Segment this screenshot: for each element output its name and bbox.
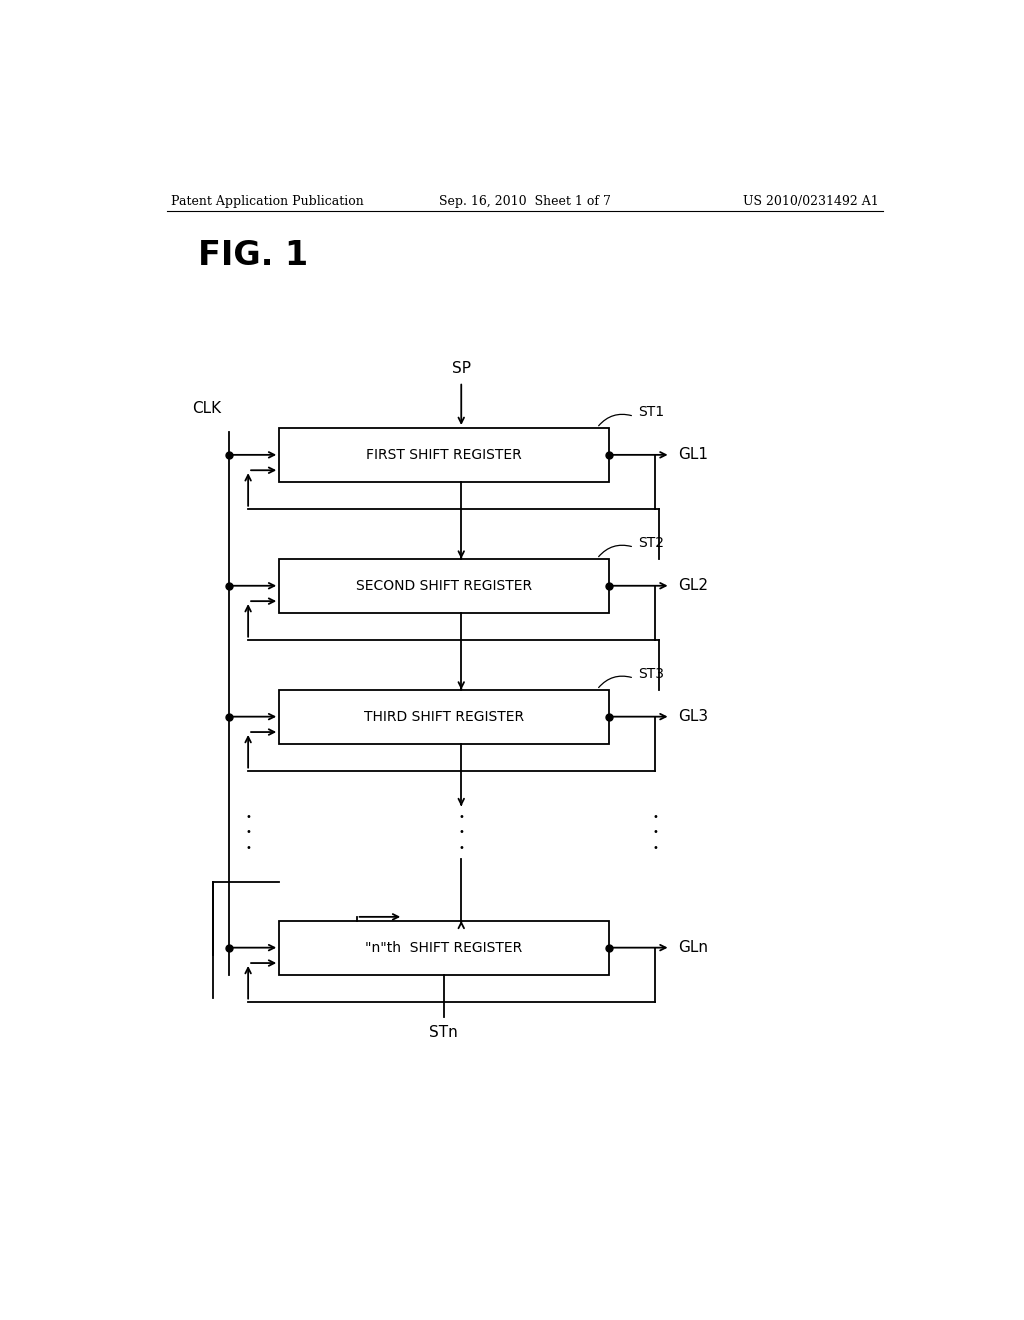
- Text: GL2: GL2: [678, 578, 709, 593]
- Text: ST1: ST1: [638, 405, 665, 420]
- Text: STn: STn: [429, 1024, 458, 1040]
- Text: Sep. 16, 2010  Sheet 1 of 7: Sep. 16, 2010 Sheet 1 of 7: [439, 195, 610, 209]
- Text: •: •: [652, 812, 658, 822]
- Text: GL1: GL1: [678, 447, 709, 462]
- Text: •: •: [245, 812, 251, 822]
- Bar: [280, 428, 608, 482]
- Text: "n"th  SHIFT REGISTER: "n"th SHIFT REGISTER: [366, 941, 522, 954]
- Text: GLn: GLn: [678, 940, 709, 956]
- Text: •: •: [652, 828, 658, 837]
- Text: ST2: ST2: [638, 536, 664, 550]
- Text: THIRD SHIFT REGISTER: THIRD SHIFT REGISTER: [364, 710, 524, 723]
- Text: GL3: GL3: [678, 709, 709, 725]
- Bar: [280, 689, 608, 743]
- Text: •: •: [652, 842, 658, 853]
- Text: •: •: [245, 842, 251, 853]
- Text: SP: SP: [452, 360, 471, 376]
- Text: ST3: ST3: [638, 668, 664, 681]
- Bar: [280, 921, 608, 974]
- Text: •: •: [245, 828, 251, 837]
- Text: FIG. 1: FIG. 1: [198, 239, 308, 272]
- Text: •: •: [459, 812, 464, 822]
- Text: •: •: [459, 842, 464, 853]
- Text: CLK: CLK: [191, 401, 221, 416]
- Text: FIRST SHIFT REGISTER: FIRST SHIFT REGISTER: [366, 447, 521, 462]
- Bar: [280, 558, 608, 612]
- Text: Patent Application Publication: Patent Application Publication: [171, 195, 364, 209]
- Text: US 2010/0231492 A1: US 2010/0231492 A1: [743, 195, 879, 209]
- Text: SECOND SHIFT REGISTER: SECOND SHIFT REGISTER: [355, 578, 531, 593]
- Text: •: •: [459, 828, 464, 837]
